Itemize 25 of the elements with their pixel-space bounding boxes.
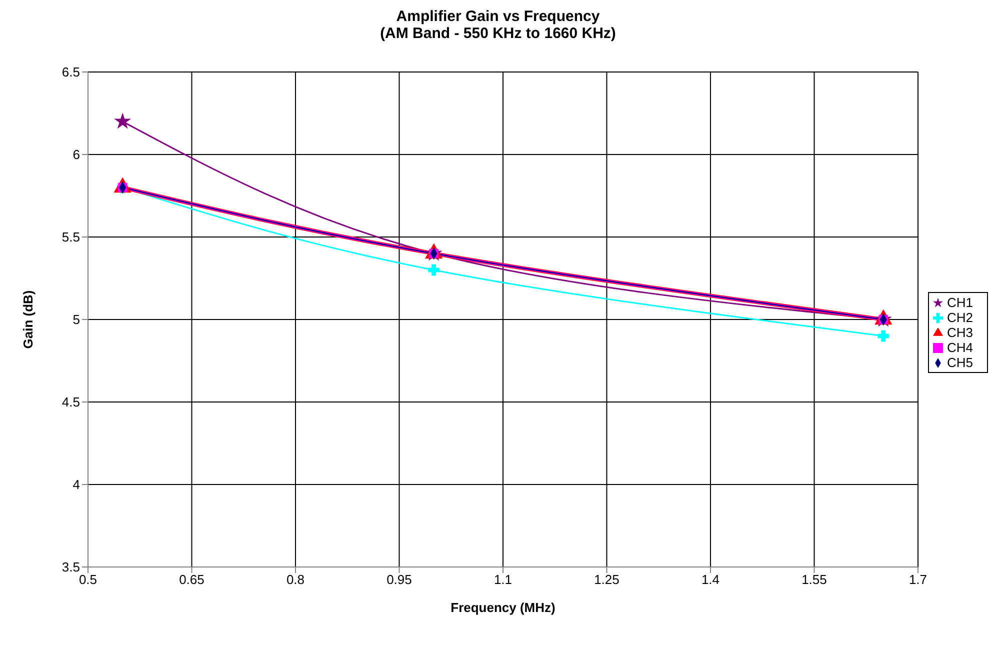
x-tick-label: 1.7 bbox=[908, 572, 928, 588]
chart-subtitle: (AM Band - 550 KHz to 1660 KHz) bbox=[379, 25, 617, 42]
x-tick-label: 0.65 bbox=[179, 572, 204, 588]
legend-label: CH1 bbox=[946, 294, 973, 310]
y-tick-label: 4.5 bbox=[62, 394, 80, 410]
x-tick-label: 1.1 bbox=[494, 572, 512, 588]
x-tick-label: 0.95 bbox=[386, 572, 412, 588]
y-tick-label: 6 bbox=[72, 147, 80, 162]
x-tick-label: 1.4 bbox=[701, 572, 720, 588]
legend-label: CH3 bbox=[946, 324, 973, 340]
y-tick-label: 5 bbox=[72, 312, 80, 328]
legend-label: CH5 bbox=[946, 354, 973, 370]
y-axis-title: Gain (dB) bbox=[20, 290, 36, 349]
legend-label: CH2 bbox=[946, 310, 973, 324]
chart-title: Amplifier Gain vs Frequency bbox=[395, 8, 601, 25]
y-tick-label: 4 bbox=[72, 477, 80, 492]
y-tick-label: 5.5 bbox=[62, 230, 80, 245]
x-axis-title: Frequency (MHz) bbox=[450, 600, 556, 615]
x-tick-label: 1.55 bbox=[802, 572, 827, 588]
y-tick-label: 3.5 bbox=[62, 560, 80, 575]
y-tick-label: 6.5 bbox=[62, 64, 80, 80]
x-tick-label: 0.5 bbox=[78, 572, 98, 588]
legend-label: CH4 bbox=[946, 340, 973, 354]
x-tick-label: 1.25 bbox=[594, 572, 620, 588]
x-tick-label: 0.8 bbox=[286, 572, 305, 588]
